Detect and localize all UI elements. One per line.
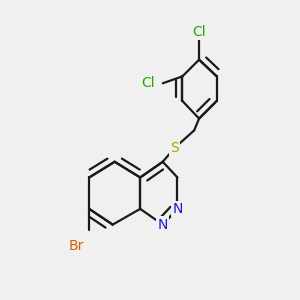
Text: N: N — [158, 218, 168, 232]
Text: Br: Br — [69, 239, 84, 253]
Text: Cl: Cl — [141, 76, 155, 90]
Text: Cl: Cl — [192, 25, 206, 39]
Text: N: N — [172, 202, 183, 216]
Text: S: S — [170, 141, 179, 155]
